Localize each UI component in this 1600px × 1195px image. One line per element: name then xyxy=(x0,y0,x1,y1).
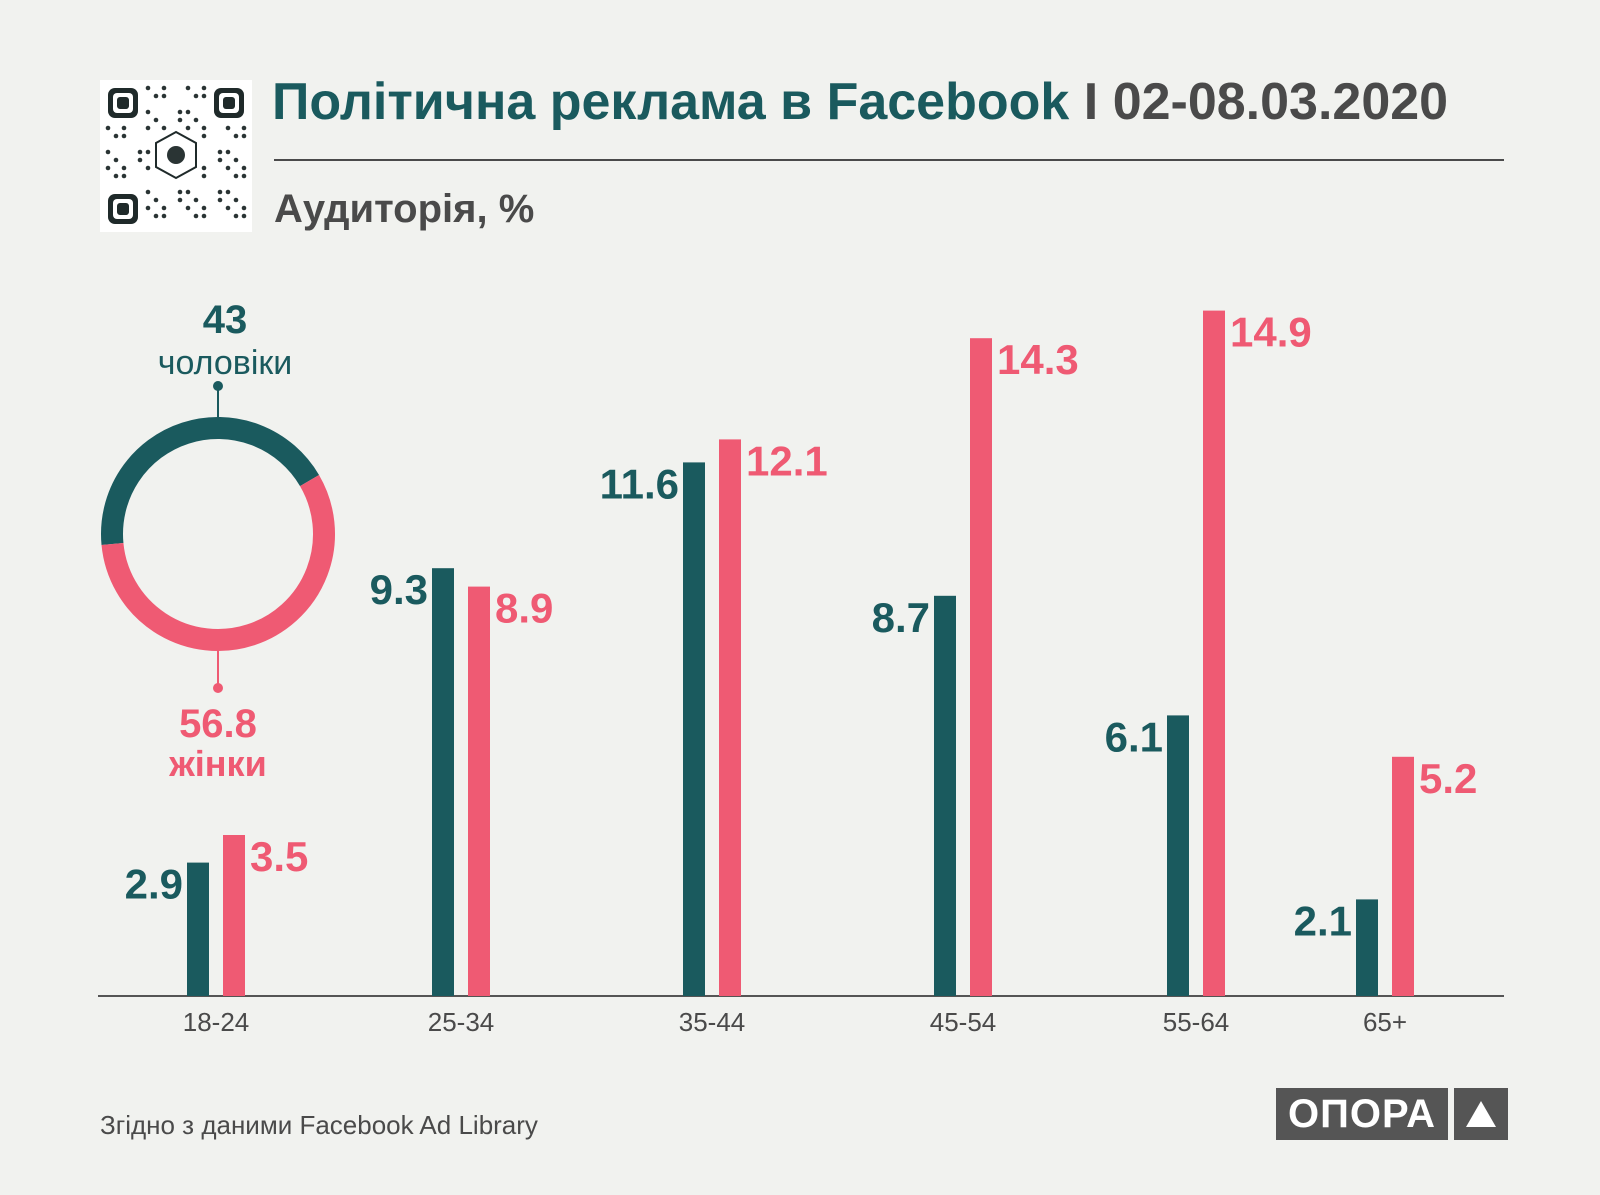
women-name-label: жінки xyxy=(168,743,266,784)
gender-donut xyxy=(101,381,335,693)
age-bar-chart: 2.9 3.5 18-24 9.3 8.9 25-34 11.6 12.1 35-44 8.7 14… xyxy=(98,309,1504,1037)
data-label-men-55-64: 6.1 xyxy=(1105,713,1163,760)
bar-men-35-44 xyxy=(683,462,705,996)
title-separator: I xyxy=(1083,73,1099,131)
data-label-men-45-54: 8.7 xyxy=(872,594,930,641)
data-label-women-45-54: 14.3 xyxy=(997,336,1079,383)
x-tick-label-35-44: 35-44 xyxy=(679,1007,746,1037)
chart-subtitle: Аудиторія, % xyxy=(274,187,535,231)
qr-code xyxy=(100,80,252,232)
data-label-women-35-44: 12.1 xyxy=(746,437,828,484)
data-label-men-18-24: 2.9 xyxy=(125,861,183,908)
x-tick-label-45-54: 45-54 xyxy=(930,1007,997,1037)
bar-women-55-64 xyxy=(1203,310,1225,997)
x-tick-label-65+: 65+ xyxy=(1363,1007,1407,1037)
bar-women-18-24 xyxy=(223,835,245,996)
title-date: 02-08.03.2020 xyxy=(1112,73,1449,131)
donut-segment-men xyxy=(101,417,320,546)
bar-men-25-34 xyxy=(432,568,454,996)
title-text: Політична реклама в Facebook xyxy=(272,73,1070,131)
women-leader-dot xyxy=(213,683,223,693)
bar-women-25-34 xyxy=(468,586,490,996)
x-tick-label-25-34: 25-34 xyxy=(428,1007,495,1037)
men-leader-dot xyxy=(213,381,223,391)
opora-logo: ОПОРА xyxy=(1276,1088,1509,1140)
data-label-men-25-34: 9.3 xyxy=(370,566,428,613)
bar-women-35-44 xyxy=(719,439,741,996)
data-label-men-35-44: 11.6 xyxy=(600,460,679,507)
data-label-women-65+: 5.2 xyxy=(1419,755,1477,802)
title-divider xyxy=(274,159,1504,161)
x-tick-label-55-64: 55-64 xyxy=(1163,1007,1230,1037)
data-label-women-25-34: 8.9 xyxy=(495,585,553,632)
women-value-label: 56.8 xyxy=(179,702,257,746)
data-label-women-18-24: 3.5 xyxy=(250,833,308,880)
logo-text: ОПОРА xyxy=(1276,1088,1449,1140)
data-label-men-65+: 2.1 xyxy=(1294,897,1352,944)
triangle-icon xyxy=(1454,1088,1509,1140)
bar-women-45-54 xyxy=(970,338,992,996)
donut-segment-women xyxy=(101,475,335,651)
data-source-note: Згідно з даними Facebook Ad Library xyxy=(100,1110,538,1140)
bar-women-65+ xyxy=(1392,756,1414,996)
men-name-label: чоловіки xyxy=(158,344,293,382)
chart-title: Політична реклама в Facebook I 02-08.03.… xyxy=(272,70,1448,134)
x-tick-label-18-24: 18-24 xyxy=(183,1007,250,1037)
bar-men-45-54 xyxy=(934,595,956,996)
qr-code-icon xyxy=(105,85,247,224)
men-value-label: 43 xyxy=(203,298,248,342)
bar-men-18-24 xyxy=(187,862,209,996)
bar-men-55-64 xyxy=(1167,715,1189,996)
data-label-women-55-64: 14.9 xyxy=(1230,309,1312,356)
audience-chart: 43 чоловіки 56.8 жінки 2.9 3.5 18-24 9.3 8.9… xyxy=(98,298,1504,1037)
bar-men-65+ xyxy=(1356,899,1378,996)
